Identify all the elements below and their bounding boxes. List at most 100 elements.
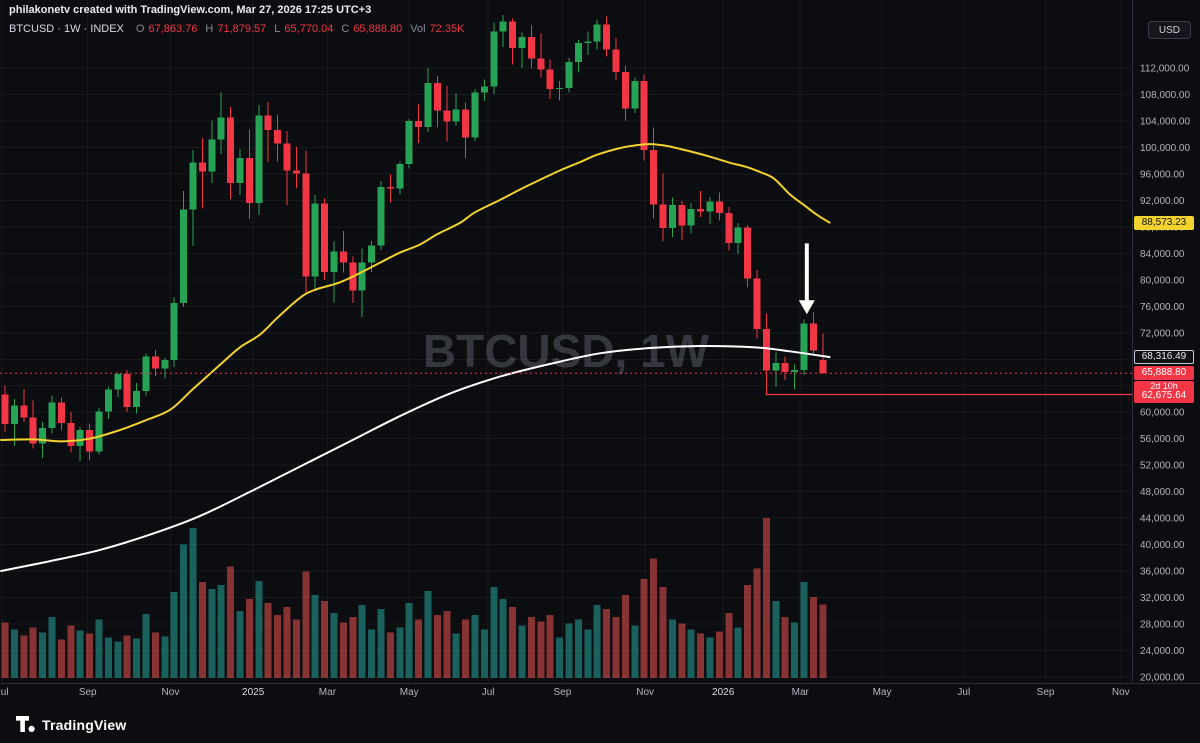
volume-bar bbox=[734, 627, 742, 678]
candle bbox=[687, 208, 695, 226]
watermark-text: BTCUSD, 1W bbox=[423, 325, 710, 377]
volume-bar bbox=[104, 637, 112, 678]
candle bbox=[377, 187, 385, 246]
price-tick-label: 44,000.00 bbox=[1140, 514, 1185, 525]
volume-bar bbox=[236, 611, 244, 678]
candle bbox=[433, 83, 441, 111]
candle bbox=[668, 205, 676, 229]
candle bbox=[762, 328, 770, 371]
volume-bar bbox=[809, 596, 817, 678]
time-tick-label: Jul bbox=[957, 687, 970, 698]
price-tick-label: 84,000.00 bbox=[1140, 249, 1185, 260]
volume-bar bbox=[349, 617, 357, 678]
currency-usd-button[interactable]: USD bbox=[1147, 21, 1191, 39]
volume-bar bbox=[67, 625, 75, 678]
volume-bar bbox=[537, 621, 545, 678]
volume-bar bbox=[368, 629, 376, 678]
tradingview-logo[interactable]: TradingView bbox=[16, 716, 126, 733]
volume-bar bbox=[217, 584, 225, 678]
price-tick-label: 108,000.00 bbox=[1140, 90, 1190, 101]
volume-bar bbox=[593, 605, 601, 678]
last-price-badge-group: 65,888.80 2d 10h bbox=[1134, 366, 1194, 393]
candle bbox=[386, 187, 394, 189]
candle bbox=[612, 49, 620, 72]
volume-bar bbox=[274, 615, 282, 678]
candle bbox=[753, 278, 761, 329]
volume-bar bbox=[480, 629, 488, 678]
volume-bar bbox=[499, 599, 507, 678]
candle bbox=[556, 87, 564, 90]
price-tick-label: 112,000.00 bbox=[1140, 64, 1190, 75]
candle bbox=[603, 24, 611, 50]
volume-bar bbox=[565, 623, 573, 678]
volume-bar bbox=[39, 632, 47, 678]
volume-bar bbox=[142, 614, 150, 678]
volume-label: Vol bbox=[410, 23, 426, 35]
candle bbox=[725, 212, 733, 243]
volume-bar bbox=[584, 629, 592, 678]
volume-bar bbox=[490, 586, 498, 678]
high-label: H bbox=[205, 23, 214, 35]
candle bbox=[800, 323, 808, 370]
ray-price-badge: 62,675.64 bbox=[1134, 389, 1194, 403]
volume-bar bbox=[95, 619, 103, 678]
candle bbox=[189, 162, 197, 210]
volume-bar bbox=[114, 641, 122, 678]
volume-bar bbox=[668, 619, 676, 678]
time-axis[interactable]: Jul Sep Nov 2025 Mar May Jul Sep Nov 2026 Mar May Ju… bbox=[0, 687, 1130, 698]
volume-bar bbox=[527, 617, 535, 678]
volume-bar bbox=[415, 619, 423, 678]
candle bbox=[151, 356, 159, 369]
volume-bar bbox=[462, 619, 470, 678]
bar-countdown-badge: 2d 10h bbox=[1134, 381, 1194, 393]
ma-lines bbox=[0, 143, 831, 573]
volume-bar bbox=[161, 636, 169, 678]
candle bbox=[236, 158, 244, 184]
volume-bar bbox=[612, 617, 620, 678]
volume-bar bbox=[48, 617, 56, 678]
candle bbox=[584, 41, 592, 43]
volume-series bbox=[1, 518, 827, 678]
candle bbox=[86, 430, 94, 452]
candle bbox=[621, 71, 629, 109]
candle bbox=[283, 143, 291, 171]
price-tick-label: 28,000.00 bbox=[1140, 620, 1185, 631]
candle bbox=[527, 36, 535, 59]
down-arrow-head[interactable] bbox=[798, 300, 815, 315]
candle bbox=[245, 158, 253, 204]
candle bbox=[133, 391, 141, 407]
candle bbox=[29, 417, 37, 444]
candle bbox=[518, 36, 526, 49]
candle bbox=[1, 394, 9, 425]
volume-bar bbox=[546, 615, 554, 678]
volume-bar bbox=[76, 630, 84, 678]
last-price-badge: 65,888.80 bbox=[1134, 366, 1194, 381]
candle bbox=[809, 323, 817, 351]
time-tick-label: Nov bbox=[1112, 687, 1130, 698]
candle bbox=[424, 83, 432, 127]
ma-yellow-line[interactable] bbox=[0, 143, 831, 443]
volume-bar bbox=[509, 607, 517, 678]
price-tick-label: 56,000.00 bbox=[1140, 434, 1185, 445]
volume-bar bbox=[386, 632, 394, 678]
volume-bar bbox=[180, 544, 188, 678]
overlays bbox=[0, 243, 1132, 396]
candle bbox=[697, 208, 705, 212]
volume-bar bbox=[744, 584, 752, 678]
candle bbox=[67, 422, 75, 446]
volume-bar bbox=[151, 632, 159, 678]
symbol-title[interactable]: BTCUSD · 1W · INDEX bbox=[9, 23, 124, 35]
volume-bar bbox=[57, 639, 65, 678]
volume-bar bbox=[330, 613, 338, 678]
volume-bar bbox=[659, 586, 667, 678]
candle bbox=[161, 359, 169, 369]
candle bbox=[443, 110, 451, 122]
candle bbox=[546, 69, 554, 90]
candle bbox=[565, 62, 573, 88]
candle bbox=[330, 251, 338, 272]
legend: BTCUSD · 1W · INDEX O 67,863.76 H 71,879… bbox=[9, 23, 464, 35]
volume-bar bbox=[819, 604, 827, 678]
ma-white-line[interactable] bbox=[0, 345, 831, 573]
candle bbox=[264, 115, 272, 131]
